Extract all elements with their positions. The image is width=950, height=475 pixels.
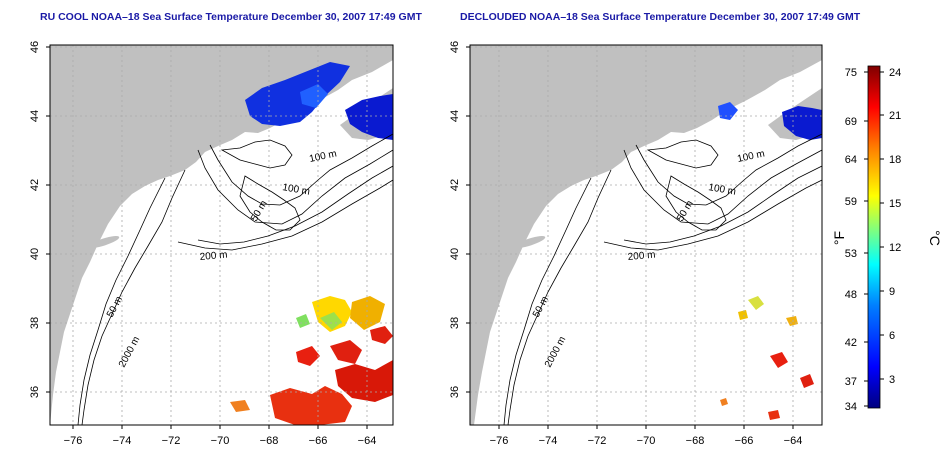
colorbar-f-tick: 59 [845, 196, 857, 208]
colorbar-f-tick: 48 [845, 289, 857, 301]
right-contour-label-200m: 200 m [627, 250, 656, 263]
right-sst-patches [718, 102, 822, 420]
right-bathymetry-contours [503, 133, 822, 425]
right-y-tick: 46 [449, 41, 461, 53]
right-y-tick: 38 [449, 317, 461, 329]
right-y-tick: 42 [449, 179, 461, 191]
colorbar-c-tick: 24 [889, 67, 901, 79]
left-x-tick: −66 [309, 435, 328, 447]
colorbar: 75 69 64 59 53 48 42 37 34 24 21 18 15 1… [831, 65, 943, 413]
colorbar-c-tick: 15 [889, 198, 901, 210]
left-x-tick: −74 [113, 435, 132, 447]
right-land [470, 45, 822, 425]
left-map-frame [49, 44, 394, 426]
left-sst-patches [230, 62, 393, 425]
left-map-panel: 100 m 100 m 50 m 200 m 50 m 2000 m −76 −… [29, 41, 394, 447]
left-contour-label-200m: 200 m [199, 250, 228, 263]
left-y-tick: 40 [29, 248, 41, 260]
colorbar-f-tick: 53 [845, 248, 857, 260]
left-gridlines [50, 45, 393, 425]
right-tick-marks [466, 46, 794, 429]
colorbar-c-tick: 9 [889, 286, 895, 298]
left-contour-label-100m-b: 100 m [281, 182, 310, 198]
colorbar-f-tick: 75 [845, 67, 857, 79]
right-x-tick: −74 [539, 435, 558, 447]
left-long-island [88, 236, 120, 248]
left-map-title: RU COOL NOAA–18 Sea Surface Temperature … [40, 11, 422, 23]
right-map-title: DECLOUDED NOAA–18 Sea Surface Temperatur… [460, 11, 861, 23]
left-y-tick: 36 [29, 386, 41, 398]
left-tick-marks [46, 46, 368, 429]
right-long-island [514, 236, 546, 248]
colorbar-gradient [867, 65, 881, 409]
left-bathymetry-contours [77, 133, 393, 425]
right-x-tick: −68 [686, 435, 705, 447]
right-contour-label-100m-b: 100 m [707, 182, 736, 198]
colorbar-f-tick: 64 [845, 154, 857, 166]
left-x-tick: −68 [260, 435, 279, 447]
colorbar-c-tick-marks [880, 71, 884, 380]
left-y-tick: 46 [29, 41, 41, 53]
colorbar-c-tick: 18 [889, 154, 901, 166]
colorbar-fahrenheit-label: °F [831, 231, 847, 245]
colorbar-c-tick: 6 [889, 330, 895, 342]
right-y-tick: 44 [449, 110, 461, 122]
colorbar-celsius-label: °C [927, 230, 943, 246]
right-x-tick: −76 [490, 435, 509, 447]
left-land [50, 45, 393, 425]
right-x-tick: −72 [588, 435, 607, 447]
left-y-tick: 42 [29, 179, 41, 191]
right-gridlines [470, 45, 822, 425]
colorbar-f-tick: 69 [845, 116, 857, 128]
right-x-tick: −66 [735, 435, 754, 447]
colorbar-f-tick: 37 [845, 376, 857, 388]
left-x-tick: −76 [64, 435, 83, 447]
left-y-tick: 38 [29, 317, 41, 329]
right-y-tick: 36 [449, 386, 461, 398]
left-x-tick: −70 [211, 435, 230, 447]
colorbar-c-tick: 12 [889, 242, 901, 254]
left-y-tick: 44 [29, 110, 41, 122]
left-x-tick: −72 [162, 435, 181, 447]
colorbar-f-tick: 34 [845, 401, 857, 413]
right-x-tick: −70 [637, 435, 656, 447]
colorbar-c-tick: 3 [889, 374, 895, 386]
colorbar-f-tick: 42 [845, 337, 857, 349]
colorbar-c-tick: 21 [889, 110, 901, 122]
left-x-tick: −64 [358, 435, 377, 447]
colorbar-f-tick-marks [864, 71, 868, 407]
right-y-tick: 40 [449, 248, 461, 260]
right-map-panel: 100 m 100 m 50 m 200 m 50 m 2000 m −76 −… [449, 41, 823, 447]
right-x-tick: −64 [784, 435, 803, 447]
